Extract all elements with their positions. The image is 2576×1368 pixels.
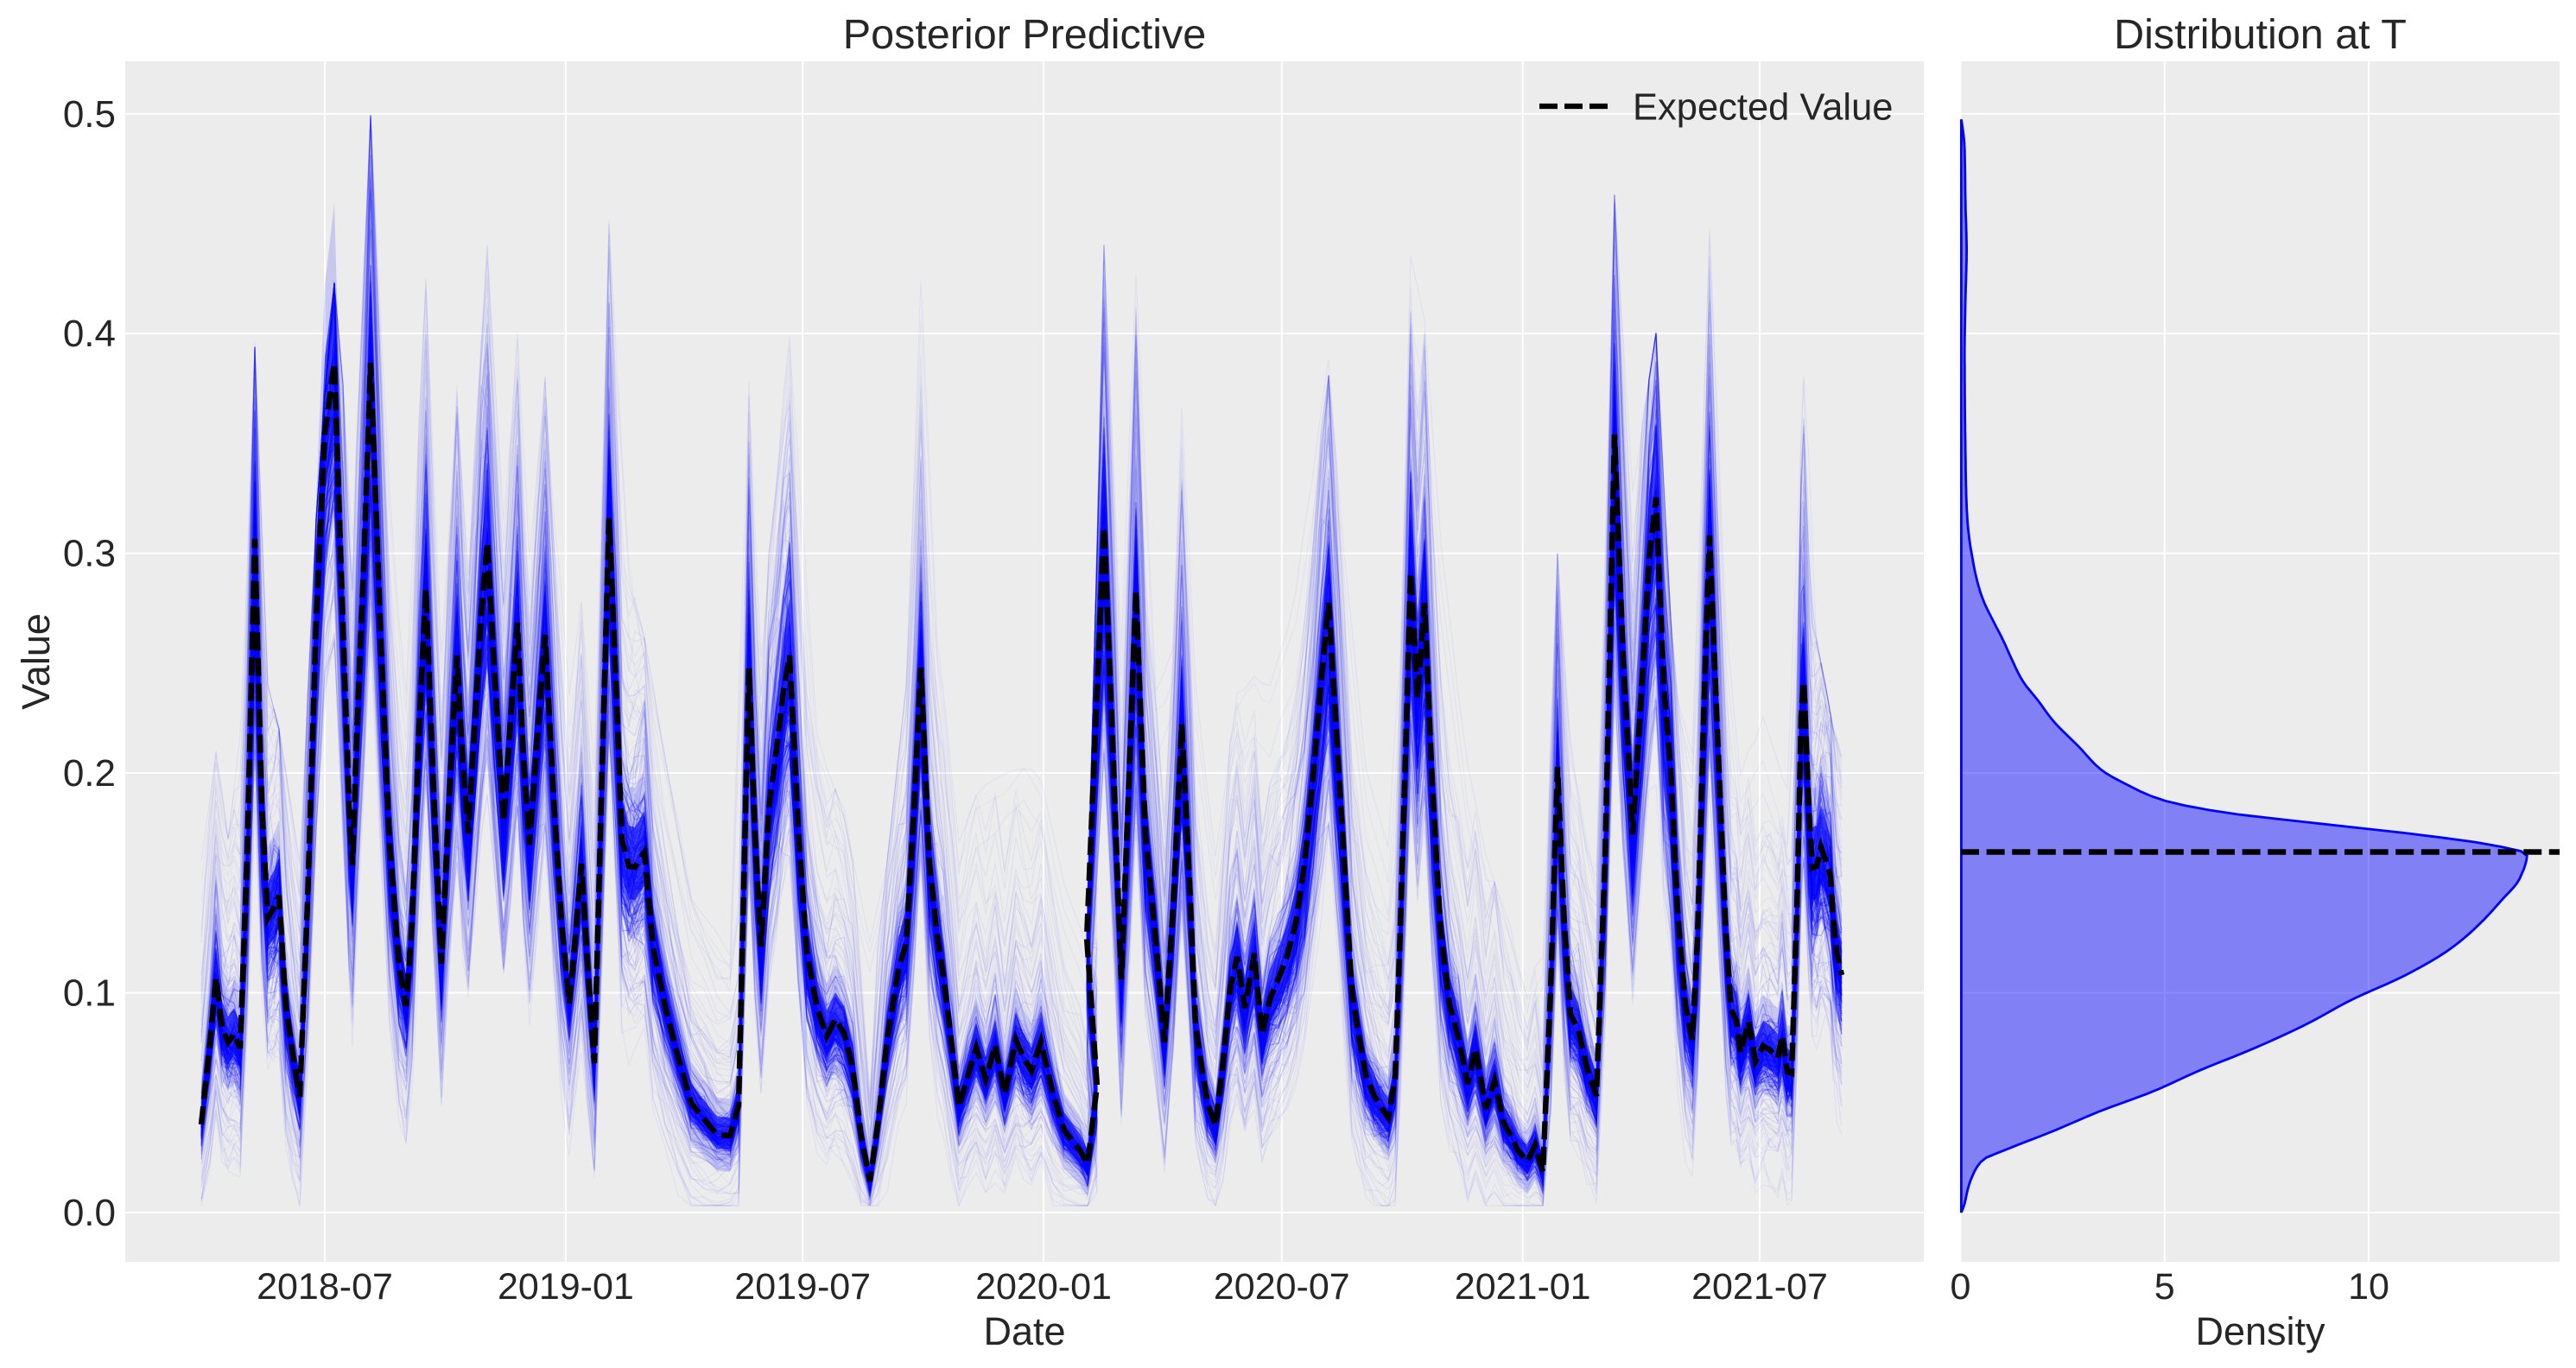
svg-text:0: 0 <box>1951 1266 1971 1308</box>
svg-text:Distribution at T: Distribution at T <box>2114 11 2407 58</box>
svg-text:Expected Value: Expected Value <box>1633 87 1893 129</box>
svg-text:2021-07: 2021-07 <box>1691 1266 1828 1308</box>
svg-text:0.2: 0.2 <box>63 752 116 795</box>
svg-text:10: 10 <box>2348 1266 2389 1308</box>
svg-text:2020-01: 2020-01 <box>975 1266 1112 1308</box>
svg-text:0.1: 0.1 <box>63 972 116 1015</box>
svg-text:2018-07: 2018-07 <box>257 1266 393 1308</box>
svg-text:2021-01: 2021-01 <box>1455 1266 1591 1308</box>
svg-text:0.3: 0.3 <box>63 533 116 575</box>
svg-text:2020-07: 2020-07 <box>1214 1266 1350 1308</box>
svg-text:Value: Value <box>14 613 58 710</box>
svg-text:2019-01: 2019-01 <box>498 1266 634 1308</box>
svg-text:Posterior Predictive: Posterior Predictive <box>843 11 1207 58</box>
svg-text:2019-07: 2019-07 <box>734 1266 871 1308</box>
svg-text:0.5: 0.5 <box>63 93 116 136</box>
svg-text:Date: Date <box>983 1309 1065 1353</box>
svg-text:0.4: 0.4 <box>63 313 116 355</box>
svg-text:5: 5 <box>2154 1266 2175 1308</box>
svg-text:0.0: 0.0 <box>63 1192 116 1234</box>
svg-text:Density: Density <box>2195 1309 2325 1353</box>
